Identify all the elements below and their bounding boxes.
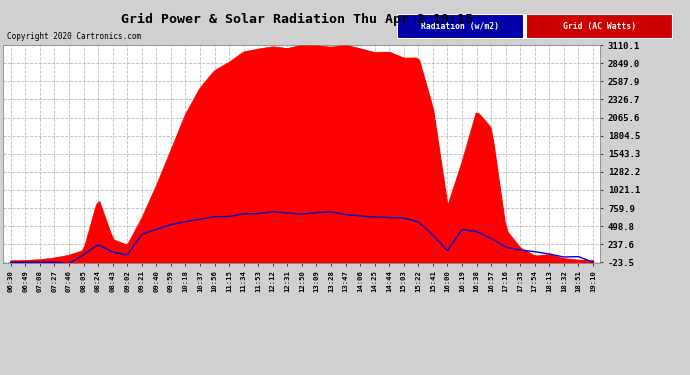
Text: Grid Power & Solar Radiation Thu Apr 2 19:15: Grid Power & Solar Radiation Thu Apr 2 1… [121,13,473,26]
Bar [397,14,524,39]
Bar [526,14,673,39]
Text: Grid (AC Watts): Grid (AC Watts) [563,22,636,31]
Text: Radiation (w/m2): Radiation (w/m2) [421,22,500,31]
Text: Copyright 2020 Cartronics.com: Copyright 2020 Cartronics.com [7,32,141,41]
